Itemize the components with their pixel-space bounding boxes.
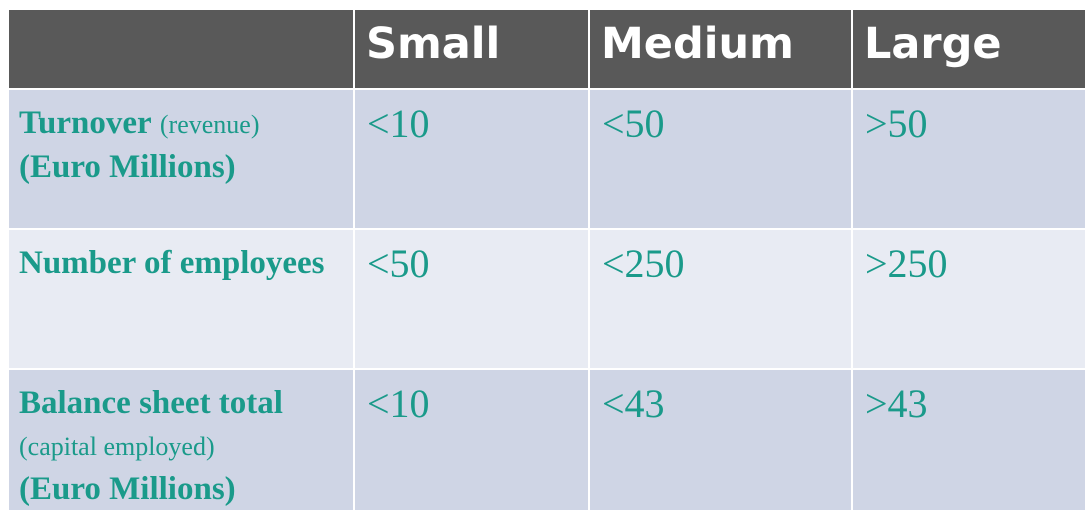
label-main: Balance sheet total xyxy=(19,384,283,421)
header-row: Small Medium Large xyxy=(7,8,1087,90)
company-size-table-container: Small Medium Large Turnover (revenue) (E… xyxy=(7,8,1087,513)
cell-turnover-small: <10 xyxy=(353,87,590,231)
cell-balance-small: <10 xyxy=(353,367,590,513)
table-row-balance-sheet: Balance sheet total (capital employed) (… xyxy=(7,367,1087,513)
company-size-table: Small Medium Large Turnover (revenue) (E… xyxy=(7,8,1087,513)
cell-employees-large: >250 xyxy=(851,228,1087,370)
label-paren: (capital employed) xyxy=(19,431,215,461)
table-body: Turnover (revenue) (Euro Millions) <10 <… xyxy=(7,87,1087,513)
header-large: Large xyxy=(851,8,1087,90)
table-header: Small Medium Large xyxy=(7,8,1087,90)
label-unit: (Euro Millions) xyxy=(19,149,236,185)
cell-employees-small: <50 xyxy=(353,228,590,370)
row-label-turnover: Turnover (revenue) (Euro Millions) xyxy=(7,87,355,231)
cell-turnover-large: >50 xyxy=(851,87,1087,231)
label-paren: (revenue) xyxy=(159,110,260,139)
label-main: Number of employees xyxy=(19,245,325,282)
table-row-employees: Number of employees <50 <250 >250 xyxy=(7,228,1087,370)
cell-balance-medium: <43 xyxy=(588,367,853,513)
label-unit: (Euro Millions) xyxy=(19,470,236,507)
cell-balance-large: >43 xyxy=(851,367,1087,513)
row-label-balance-sheet: Balance sheet total (capital employed) (… xyxy=(7,367,355,513)
table-row-turnover: Turnover (revenue) (Euro Millions) <10 <… xyxy=(7,87,1087,231)
header-corner-cell xyxy=(7,8,355,90)
cell-employees-medium: <250 xyxy=(588,228,853,370)
header-small: Small xyxy=(353,8,590,90)
header-medium: Medium xyxy=(588,8,853,90)
cell-turnover-medium: <50 xyxy=(588,87,853,231)
label-main: Turnover xyxy=(19,105,152,141)
row-label-employees: Number of employees xyxy=(7,228,355,370)
